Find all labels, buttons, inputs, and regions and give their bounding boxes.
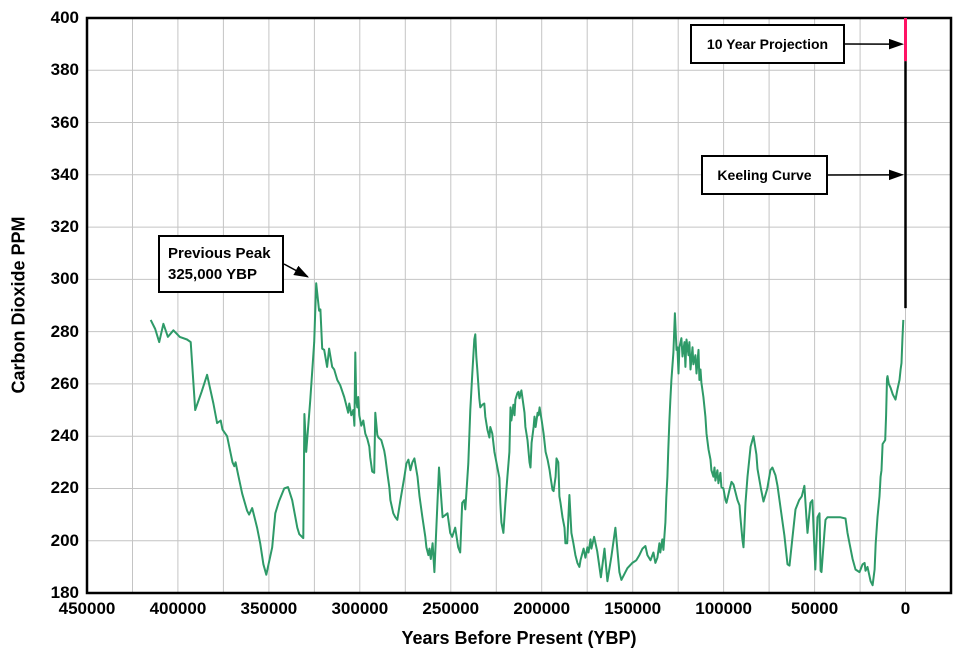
y-tick-label: 220 <box>50 478 79 498</box>
y-tick-label: 180 <box>50 583 79 602</box>
x-tick-label: 200000 <box>513 599 571 618</box>
x-tick-label: 400000 <box>149 599 207 618</box>
y-tick-label: 360 <box>50 112 79 132</box>
annotation-text: 10 Year Projection <box>706 36 829 52</box>
annotation-text: Previous Peak <box>168 245 271 262</box>
x-tick-label: 50000 <box>790 599 839 618</box>
annotation-text: Keeling Curve <box>717 167 812 183</box>
y-tick-label: 380 <box>50 60 79 80</box>
x-tick-label: 100000 <box>695 599 752 618</box>
y-tick-label: 200 <box>50 530 79 550</box>
annotation-ten-year-projection: 10 Year Projection <box>690 24 845 64</box>
y-tick-label: 320 <box>50 217 79 237</box>
y-tick-label: 260 <box>50 373 79 393</box>
y-axis-title: Carbon Dioxide PPM <box>8 216 29 394</box>
annotation-keeling-curve: Keeling Curve <box>701 155 828 195</box>
x-tick-label: 300000 <box>331 599 389 618</box>
x-tick-label: 150000 <box>604 599 662 618</box>
y-tick-label: 340 <box>50 164 79 184</box>
annotation-text: 325,000 YBP <box>168 266 257 283</box>
x-tick-label: 0 <box>900 599 911 618</box>
y-tick-label: 240 <box>50 426 79 446</box>
annotation-previous-peak: Previous Peak 325,000 YBP <box>158 235 284 293</box>
y-tick-label: 280 <box>50 321 79 341</box>
x-tick-label: 350000 <box>240 599 298 618</box>
x-axis-title: Years Before Present (YBP) <box>401 628 637 648</box>
x-tick-label: 450000 <box>58 599 116 618</box>
y-tick-label: 400 <box>50 8 79 27</box>
x-tick-label: 250000 <box>422 599 480 618</box>
y-tick-label: 300 <box>50 269 79 289</box>
